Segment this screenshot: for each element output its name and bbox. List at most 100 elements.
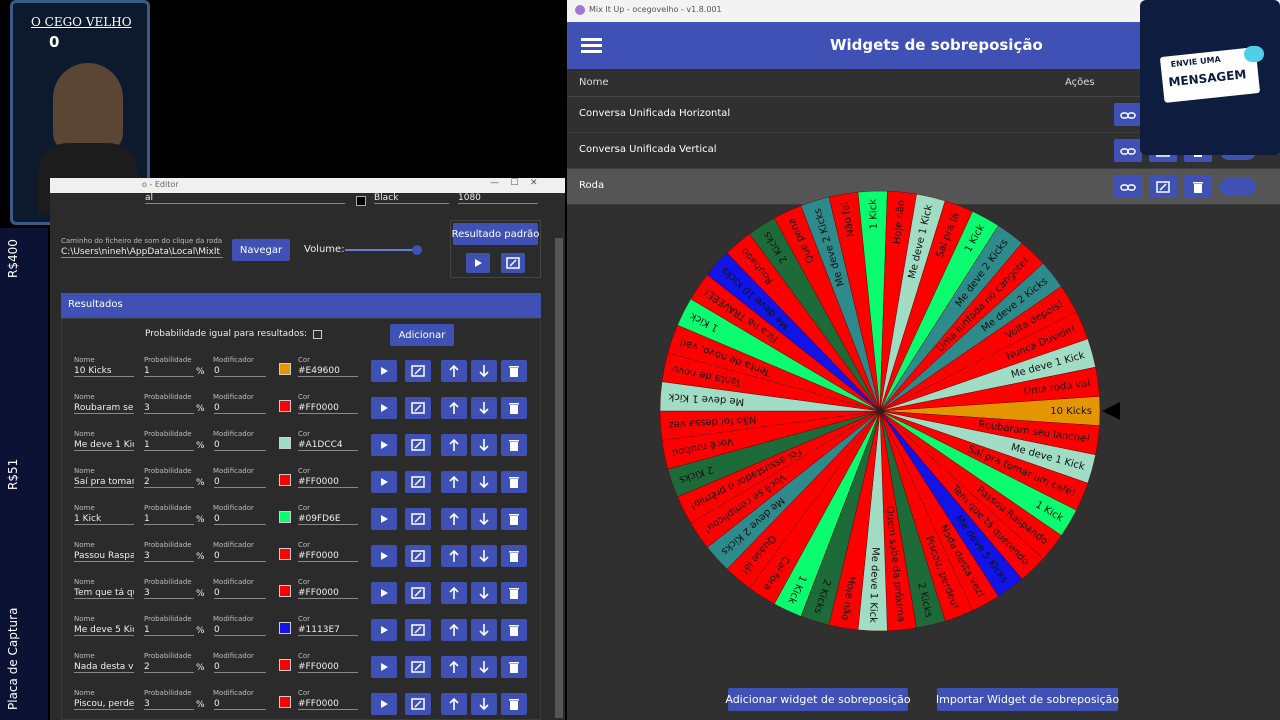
up-button[interactable]	[441, 582, 467, 604]
del-button[interactable]	[501, 471, 527, 493]
down-button[interactable]	[471, 397, 497, 419]
up-button[interactable]	[441, 360, 467, 382]
result-modifier[interactable]: 0	[214, 551, 266, 562]
result-modifier[interactable]: 0	[214, 588, 266, 599]
result-name[interactable]: Tem que tá querendo	[74, 588, 134, 599]
up-button[interactable]	[441, 693, 467, 715]
del-button[interactable]	[501, 508, 527, 530]
result-probability[interactable]: 3	[144, 699, 194, 710]
edit-button[interactable]	[405, 619, 431, 641]
toggle[interactable]	[1220, 178, 1256, 196]
edit-button[interactable]	[1149, 175, 1177, 198]
result-modifier[interactable]: 0	[214, 699, 266, 710]
result-probability[interactable]: 1	[144, 625, 194, 636]
result-modifier[interactable]: 0	[214, 662, 266, 673]
edit-button[interactable]	[405, 582, 431, 604]
browse-button[interactable]: Navegar	[232, 239, 290, 261]
del-button[interactable]	[501, 693, 527, 715]
result-color[interactable]: #FF0000	[298, 588, 358, 599]
result-name[interactable]: Piscou, perdeu!	[74, 699, 134, 710]
del-button[interactable]	[501, 397, 527, 419]
down-button[interactable]	[471, 619, 497, 641]
up-button[interactable]	[441, 397, 467, 419]
result-probability[interactable]: 2	[144, 477, 194, 488]
play-button[interactable]	[371, 471, 397, 493]
result-color[interactable]: #FF0000	[298, 403, 358, 414]
result-probability[interactable]: 1	[144, 514, 194, 525]
play-button[interactable]	[371, 656, 397, 678]
play-button[interactable]	[371, 582, 397, 604]
up-button[interactable]	[441, 508, 467, 530]
result-name[interactable]: Saí pra tomar um café!	[74, 477, 134, 488]
result-color[interactable]: #FF0000	[298, 477, 358, 488]
down-button[interactable]	[471, 582, 497, 604]
down-button[interactable]	[471, 545, 497, 567]
result-modifier[interactable]: 0	[214, 403, 266, 414]
slider-thumb[interactable]	[412, 245, 422, 255]
down-button[interactable]	[471, 656, 497, 678]
result-name[interactable]: 10 Kicks	[74, 366, 134, 377]
up-button[interactable]	[441, 545, 467, 567]
edit-button[interactable]	[405, 545, 431, 567]
up-button[interactable]	[441, 471, 467, 493]
play-button[interactable]	[371, 397, 397, 419]
play-button[interactable]	[371, 434, 397, 456]
up-button[interactable]	[441, 656, 467, 678]
play-button[interactable]	[371, 360, 397, 382]
result-probability[interactable]: 1	[144, 440, 194, 451]
up-button[interactable]	[441, 434, 467, 456]
result-color[interactable]: #FF0000	[298, 662, 358, 673]
edit-button[interactable]	[405, 397, 431, 419]
edit-button[interactable]	[405, 693, 431, 715]
down-button[interactable]	[471, 471, 497, 493]
menu-button[interactable]	[581, 38, 602, 41]
result-probability[interactable]: 3	[144, 588, 194, 599]
import-widget-button[interactable]: Importar Widget de sobreposição	[936, 688, 1119, 711]
edit-button[interactable]	[501, 253, 525, 273]
down-button[interactable]	[471, 508, 497, 530]
down-button[interactable]	[471, 693, 497, 715]
edit-button[interactable]	[405, 508, 431, 530]
add-widget-button[interactable]: Adicionar widget de sobreposição	[725, 688, 911, 711]
edit-button[interactable]	[405, 360, 431, 382]
result-modifier[interactable]: 0	[214, 440, 266, 451]
result-name[interactable]: Roubaram seu lanche!	[74, 403, 134, 414]
edit-button[interactable]	[405, 656, 431, 678]
del-button[interactable]	[501, 545, 527, 567]
link-button[interactable]	[1114, 175, 1142, 198]
field[interactable]: al	[145, 193, 345, 204]
del-button[interactable]	[501, 582, 527, 604]
result-color[interactable]: #A1DCC4	[298, 440, 358, 451]
default-result-button[interactable]: Resultado padrão	[452, 223, 539, 245]
result-modifier[interactable]: 0	[214, 625, 266, 636]
result-probability[interactable]: 3	[144, 551, 194, 562]
result-color[interactable]: #09FD6E	[298, 514, 358, 525]
field[interactable]: Black	[374, 193, 449, 204]
result-name[interactable]: 1 Kick	[74, 514, 134, 525]
result-name[interactable]: Me deve 1 Kick	[74, 440, 134, 451]
scrollbar[interactable]	[555, 238, 563, 718]
play-button[interactable]	[371, 545, 397, 567]
result-color[interactable]: #1113E7	[298, 625, 358, 636]
del-button[interactable]	[1184, 175, 1212, 198]
result-probability[interactable]: 2	[144, 662, 194, 673]
edit-button[interactable]	[405, 434, 431, 456]
field[interactable]: 1080	[458, 193, 538, 204]
edit-button[interactable]	[405, 471, 431, 493]
checkbox[interactable]	[313, 330, 322, 339]
del-button[interactable]	[501, 656, 527, 678]
result-modifier[interactable]: 0	[214, 477, 266, 488]
result-modifier[interactable]: 0	[214, 514, 266, 525]
result-modifier[interactable]: 0	[214, 366, 266, 377]
result-name[interactable]: Passou Raspando	[74, 551, 134, 562]
del-button[interactable]	[501, 434, 527, 456]
del-button[interactable]	[501, 619, 527, 641]
link-button[interactable]	[1114, 103, 1142, 126]
result-color[interactable]: #E49600	[298, 366, 358, 377]
volume-slider[interactable]	[345, 249, 417, 251]
window-controls[interactable]: — ☐ ✕	[490, 178, 538, 188]
play-button[interactable]	[371, 693, 397, 715]
sound-path[interactable]: C:\Users\nineh\AppData\Local\MixIt	[61, 247, 223, 258]
up-button[interactable]	[441, 619, 467, 641]
add-result-button[interactable]: Adicionar	[390, 324, 454, 346]
